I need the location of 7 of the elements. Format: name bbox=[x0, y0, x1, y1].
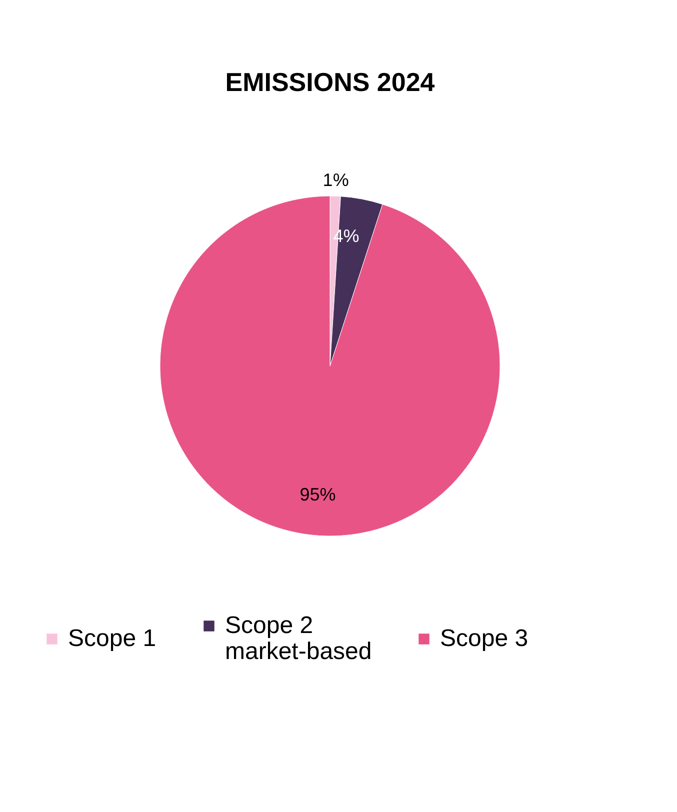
data-label: 95% bbox=[300, 484, 336, 504]
legend-label: Scope 1 bbox=[68, 625, 156, 652]
data-label: 1% bbox=[322, 170, 349, 190]
pie-slice bbox=[160, 196, 500, 536]
legend-label: Scope 2 market-based bbox=[225, 612, 372, 665]
legend-label: Scope 3 bbox=[440, 625, 528, 652]
chart-title: EMISSIONS 2024 bbox=[225, 67, 436, 97]
